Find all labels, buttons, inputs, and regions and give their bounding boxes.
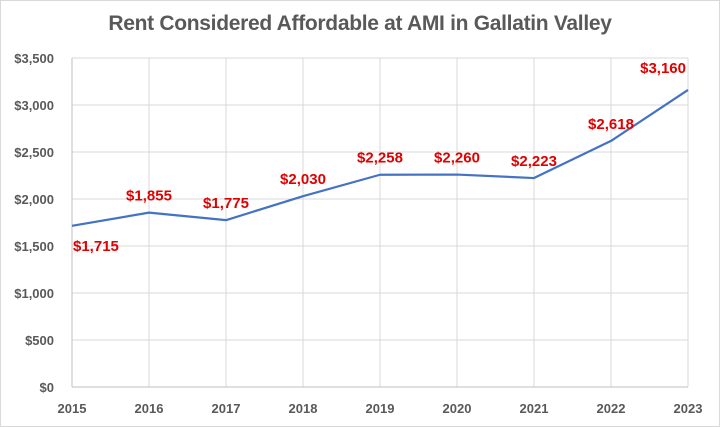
x-tick-label: 2016 <box>135 401 164 416</box>
data-label: $2,260 <box>434 150 480 167</box>
y-tick-label: $1,500 <box>14 239 54 254</box>
x-tick-label: 2020 <box>443 401 472 416</box>
series-line <box>71 89 689 227</box>
series-group <box>71 89 689 227</box>
y-tick-label: $0 <box>40 380 54 395</box>
data-labels: $1,715 $1,855 $1,775 $2,030 $2,258 $2,260 $2,2… <box>73 60 686 255</box>
data-label: $1,715 <box>73 238 119 255</box>
x-tick-label: 2019 <box>366 401 395 416</box>
data-label: $2,030 <box>280 171 326 188</box>
x-tick-label: 2018 <box>289 401 318 416</box>
x-tick-label: 2017 <box>212 401 241 416</box>
x-axis-ticks: 2015 2016 2017 2018 2019 2020 2021 2022 2023 <box>58 401 703 416</box>
y-tick-label: $2,000 <box>14 192 54 207</box>
y-tick-label: $500 <box>25 333 54 348</box>
x-tick-label: 2021 <box>520 401 549 416</box>
data-label: $2,618 <box>588 116 634 133</box>
data-label: $2,223 <box>511 153 557 170</box>
x-tick-label: 2015 <box>58 401 87 416</box>
y-tick-label: $3,000 <box>14 98 54 113</box>
x-tick-label: 2023 <box>674 401 703 416</box>
x-tick-label: 2022 <box>597 401 626 416</box>
data-label: $1,775 <box>203 195 249 212</box>
y-axis-ticks: $0 $500 $1,000 $1,500 $2,000 $2,500 $3,000 $3,5… <box>14 51 54 395</box>
gridlines <box>71 57 689 388</box>
data-label: $1,855 <box>126 188 172 205</box>
chart-title: Rent Considered Affordable at AMI in Gal… <box>108 12 612 35</box>
y-tick-label: $2,500 <box>14 145 54 160</box>
y-tick-label: $1,000 <box>14 286 54 301</box>
data-label: $2,258 <box>357 150 403 167</box>
y-tick-label: $3,500 <box>14 51 54 66</box>
data-label: $3,160 <box>640 60 686 77</box>
